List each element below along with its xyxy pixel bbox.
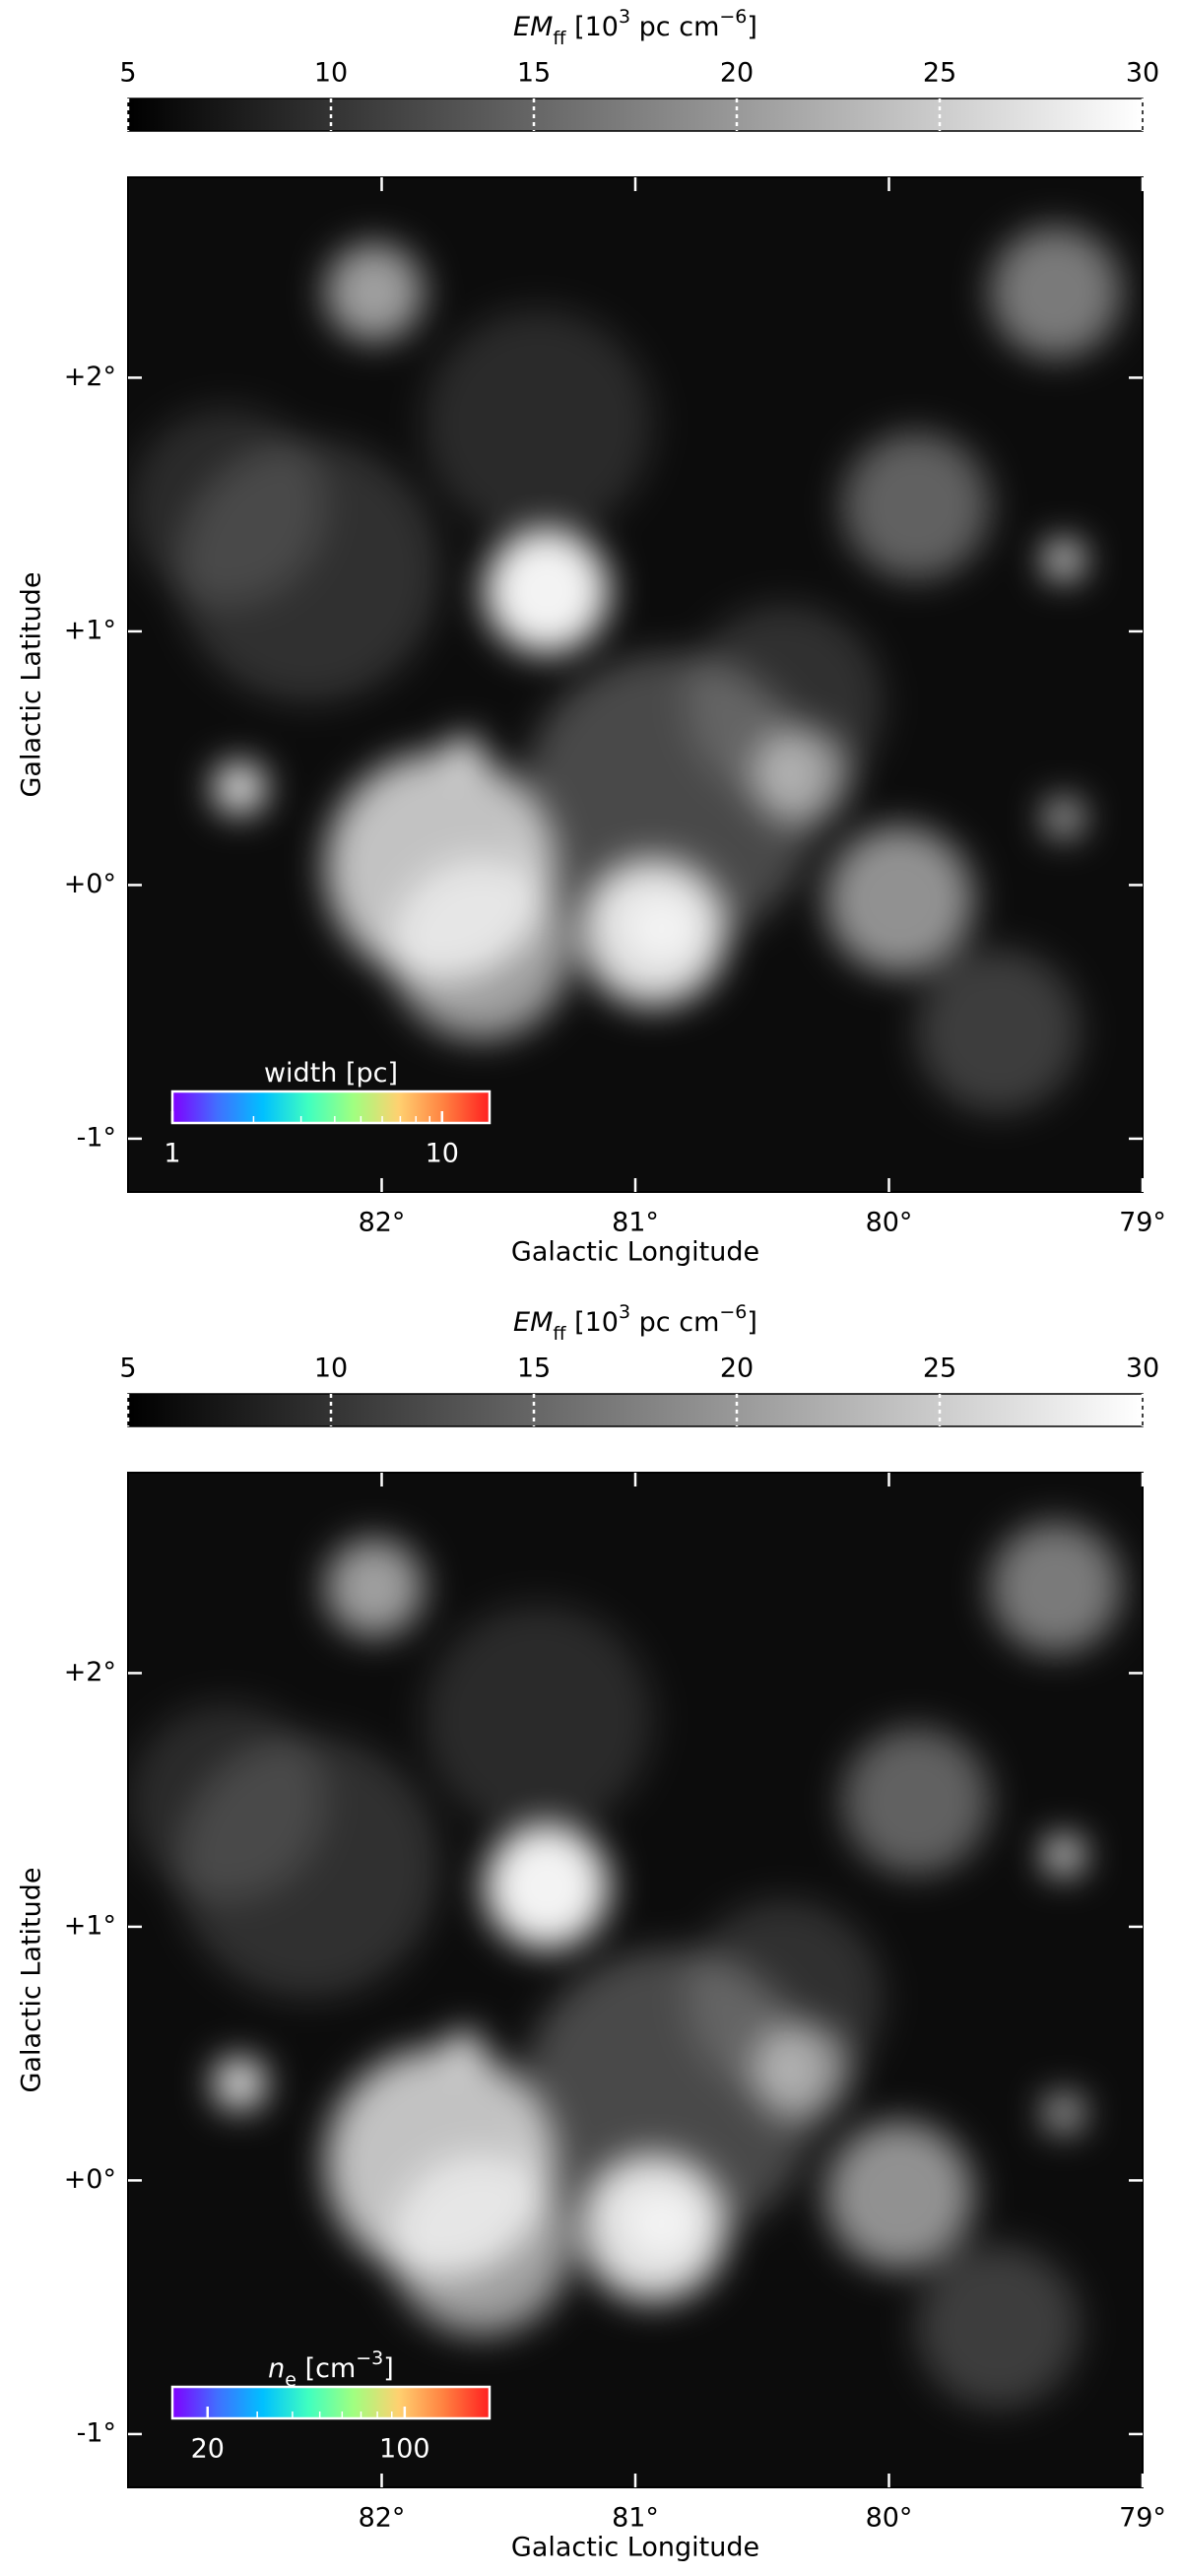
inset-tick-label: 100 — [379, 2434, 430, 2465]
inset-tick-label: 20 — [191, 2434, 225, 2465]
colorbar-label: ne [cm−3] — [268, 2347, 394, 2391]
nebula-blob — [390, 2153, 571, 2335]
nebula-blob — [1044, 2093, 1084, 2133]
x-tick-label: 80° — [866, 2503, 913, 2534]
nebula-blob — [213, 761, 266, 815]
y-tick-label: +1° — [64, 615, 116, 645]
nebula-blob — [1044, 798, 1084, 837]
inset-colorbar — [170, 2385, 492, 2420]
x-axis-label: Galactic Longitude — [511, 1237, 759, 1268]
label-part: e — [285, 2369, 296, 2391]
nebula-blob — [842, 431, 990, 580]
nebula-blob — [1044, 1835, 1084, 1876]
nebula-blob — [128, 407, 325, 605]
y-tick-label: +2° — [64, 1657, 116, 1687]
x-tick-label: 79° — [1119, 1208, 1166, 1238]
nebula-blob — [1044, 540, 1084, 580]
nebula-blob — [390, 858, 571, 1039]
label-part: ] — [747, 1307, 757, 1338]
label-part: −6 — [719, 1301, 747, 1323]
label-part: [10 — [566, 1307, 619, 1338]
colorbar-tick-label: 25 — [923, 58, 956, 89]
label-part: width [pc] — [264, 1058, 398, 1089]
label-part: [10 — [566, 12, 619, 42]
label-part: n — [268, 2353, 285, 2384]
y-tick-label: -1° — [77, 1122, 116, 1153]
nebula-blob — [625, 2192, 698, 2265]
x-axis-label: Galactic Longitude — [511, 2533, 759, 2563]
nebula-blob — [128, 1702, 325, 1900]
y-tick-label: +0° — [64, 2164, 116, 2195]
label-part: 3 — [619, 1301, 630, 1323]
nebula-blob — [825, 2121, 974, 2270]
label-part: ff — [553, 28, 566, 49]
colorbar-tick-label: 25 — [923, 1354, 956, 1384]
nebula-blob — [213, 2057, 266, 2110]
x-tick-label: 81° — [612, 1208, 659, 1238]
colorbar — [127, 98, 1144, 132]
x-tick-label: 82° — [359, 2503, 406, 2534]
nebula-blob — [448, 735, 482, 768]
label-part: −6 — [719, 6, 747, 28]
y-tick-label: +1° — [64, 1910, 116, 1941]
y-tick-label: +2° — [64, 362, 116, 392]
nebula-blob — [424, 308, 654, 539]
label-part: ff — [553, 1323, 566, 1345]
colorbar-tick-label: 10 — [314, 1354, 348, 1384]
x-tick-label: 82° — [359, 1208, 406, 1238]
nebula-blob — [825, 826, 974, 974]
label-part: ] — [747, 12, 757, 42]
x-tick-label: 80° — [866, 1208, 913, 1238]
nebula-blob — [424, 1604, 654, 1834]
colorbar-tick-label: 15 — [517, 58, 551, 89]
inset-colorbar — [170, 1090, 492, 1125]
nebula-blob — [484, 528, 610, 654]
colorbar-tick-label: 30 — [1126, 1354, 1159, 1384]
nebula — [128, 1522, 1122, 2410]
label-part: EM — [513, 12, 553, 42]
nebula-blob — [325, 1538, 424, 1637]
nebula-blob — [625, 896, 698, 969]
y-axis-label: Galactic Latitude — [17, 1868, 47, 2093]
colorbar-tick-label: 30 — [1126, 58, 1159, 89]
colorbar-tick-label: 10 — [314, 58, 348, 89]
y-tick-label: +0° — [64, 869, 116, 899]
colorbar-tick-label: 5 — [119, 58, 136, 89]
label-part: [cm — [296, 2353, 356, 2384]
y-axis-label: Galactic Latitude — [17, 572, 47, 798]
y-tick-label: -1° — [77, 2417, 116, 2448]
nebula-blob — [448, 2030, 482, 2064]
label-part: 3 — [619, 6, 630, 28]
label-part: pc cm — [630, 1307, 719, 1338]
panel: EMff [103 pc cm−6] 5 10 15 20 25 30 82° 81° 80° 79… — [17, 6, 1166, 1268]
colorbar-label: width [pc] — [264, 1058, 398, 1089]
nebula-blob — [686, 1899, 884, 2097]
colorbar-label: EMff [103 pc cm−6] — [513, 6, 757, 49]
nebula — [128, 227, 1122, 1113]
label-part: EM — [513, 1307, 553, 1338]
panel: EMff [103 pc cm−6] 5 10 15 20 25 30 82° 81° 80° 79… — [17, 1301, 1166, 2563]
x-tick-label: 81° — [612, 2503, 659, 2534]
label-part: −3 — [356, 2347, 383, 2369]
inset-tick-label: 10 — [426, 1139, 459, 1169]
nebula-blob — [686, 604, 884, 802]
nebula-blob — [484, 1823, 610, 1949]
colorbar-tick-label: 15 — [517, 1354, 551, 1384]
colorbar-tick-label: 20 — [720, 58, 754, 89]
colorbar-label: EMff [103 pc cm−6] — [513, 1301, 757, 1345]
colorbar — [127, 1393, 1144, 1427]
colorbar-tick-label: 5 — [119, 1354, 136, 1384]
nebula-blob — [325, 242, 424, 342]
nebula-blob — [989, 227, 1122, 359]
inset-tick-label: 1 — [164, 1139, 180, 1169]
nebula-blob — [916, 949, 1081, 1113]
nebula-blob — [916, 2244, 1081, 2410]
nebula-blob — [842, 1727, 990, 1876]
colorbar-tick-label: 20 — [720, 1354, 754, 1384]
label-part: ] — [383, 2353, 394, 2384]
nebula-blob — [989, 1522, 1122, 1654]
x-tick-label: 79° — [1119, 2503, 1166, 2534]
label-part: pc cm — [630, 12, 719, 42]
